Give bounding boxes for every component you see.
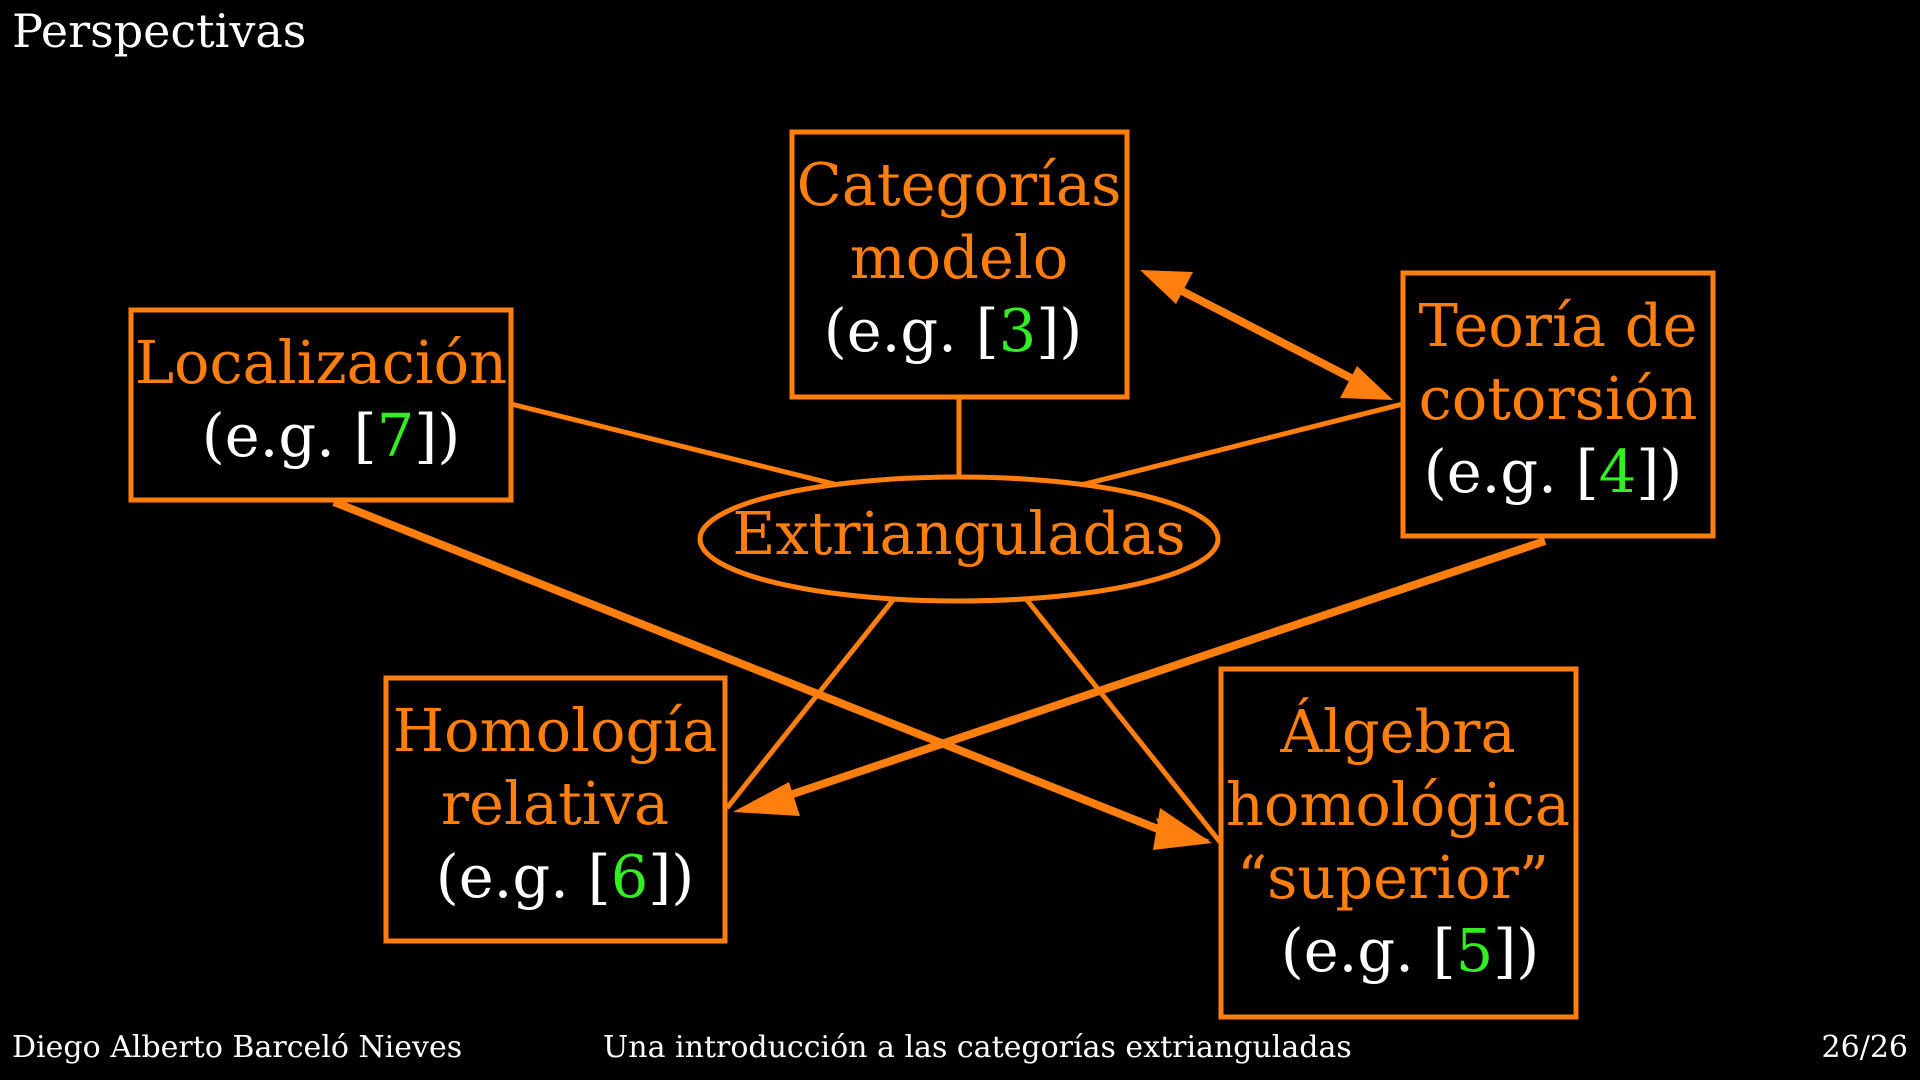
node-localizacion-line-1: Localización	[135, 328, 507, 397]
node-modelo-line-1: Categorías	[797, 150, 1122, 219]
node-homologia-reference: (e.g. [6])	[436, 842, 695, 911]
node-algebra-reference: (e.g. [5])	[1281, 916, 1540, 985]
citation-link[interactable]: 4	[1599, 437, 1637, 506]
arrowhead-algebra-tip	[1153, 808, 1212, 850]
footer-talk-title: Una introducción a las categorías extria…	[603, 1030, 1352, 1065]
edge-center-homologia	[725, 598, 895, 810]
node-algebra-line-1: Álgebra	[1279, 696, 1515, 766]
node-homologia-line-1: Homología	[393, 696, 718, 765]
footer-page-number: 26/26	[1821, 1030, 1908, 1065]
edge-center-algebra	[1025, 598, 1222, 844]
center-node	[697, 474, 1221, 604]
node-algebra-line-2: homológica	[1226, 770, 1570, 839]
node-homologia-line-2: relativa	[441, 769, 669, 838]
node-cotorsion-line-1: Teoría de	[1419, 291, 1698, 360]
citation-link[interactable]: 7	[377, 401, 415, 470]
arrow-cotorsion-homologia	[773, 537, 1547, 804]
node-cotorsion-line-2: cotorsión	[1419, 364, 1698, 433]
citation-link[interactable]: 6	[611, 842, 649, 911]
node-homologia: Homología relativa (e.g. [6])	[383, 675, 728, 944]
citation-link[interactable]: 3	[999, 296, 1037, 365]
citation-link[interactable]: 5	[1456, 916, 1494, 985]
edge-center-localizacion	[510, 401, 839, 488]
node-localizacion-reference: (e.g. [7])	[202, 401, 461, 470]
footer-author: Diego Alberto Barceló Nieves	[12, 1030, 463, 1065]
arrowhead-modelo	[1140, 270, 1193, 304]
arrow-modelo-cotorsion	[1178, 286, 1357, 384]
node-modelo: Categorías modelo (e.g. [3])	[789, 129, 1130, 400]
node-modelo-reference: (e.g. [3])	[824, 296, 1083, 365]
node-algebra-line-3: “superior”	[1237, 843, 1549, 912]
arrow-localizacion-algebra	[332, 498, 1170, 837]
node-cotorsion-reference: (e.g. [4])	[1424, 437, 1683, 506]
center-node-label: Extrianguladas	[732, 499, 1185, 568]
node-cotorsion: Teoría de cotorsión (e.g. [4])	[1400, 270, 1716, 539]
arrowhead-cotorsion	[1340, 366, 1393, 400]
arrowhead-homologia	[733, 782, 800, 816]
edge-center-cotorsion	[1080, 401, 1404, 488]
node-modelo-line-2: modelo	[850, 223, 1069, 292]
slide-title: Perspectivas	[12, 4, 307, 58]
node-algebra: Álgebra homológica “superior” (e.g. [5])	[1218, 666, 1579, 1020]
node-localizacion: Localización (e.g. [7])	[128, 307, 514, 503]
